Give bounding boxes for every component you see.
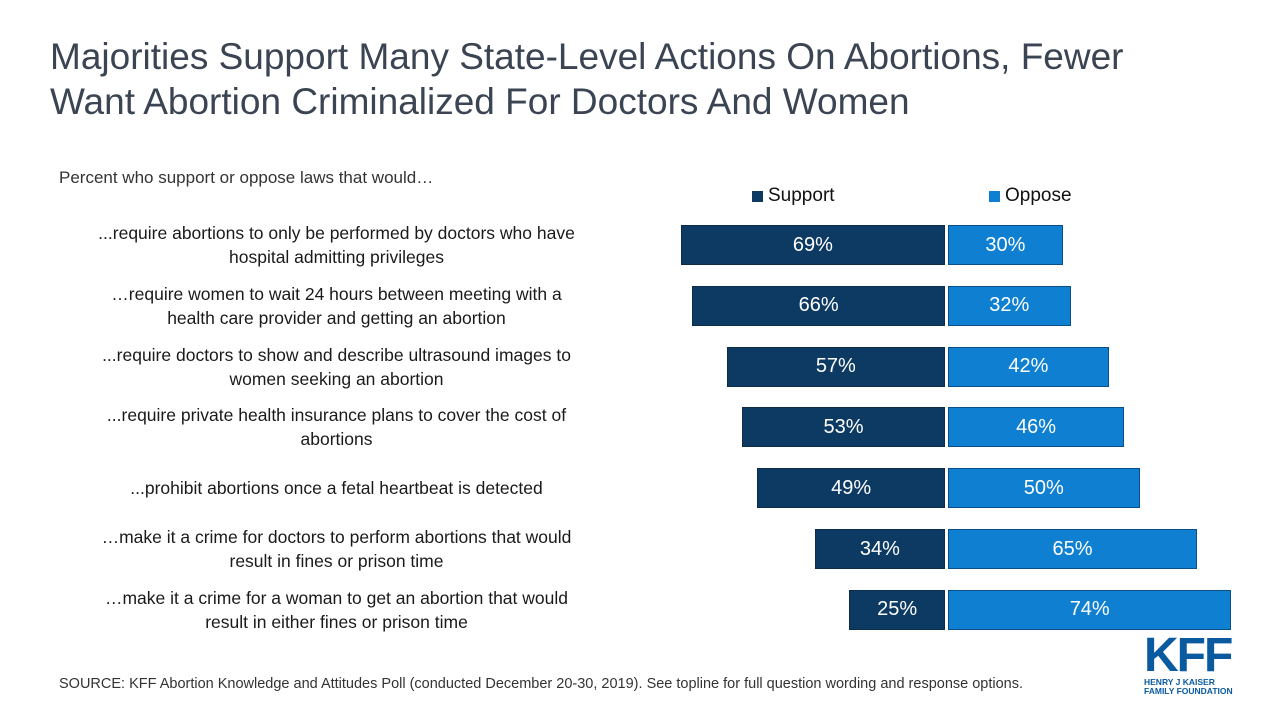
oppose-value-label: 50%: [1023, 476, 1064, 499]
category-label-line-2: result in fines or prison time: [229, 551, 444, 571]
logo-letters: KFF: [1144, 629, 1233, 682]
kff-logo: KFF HENRY J KAISER FAMILY FOUNDATION: [1144, 629, 1240, 698]
oppose-value-label: 74%: [1069, 598, 1110, 621]
category-label-line-1: …require women to wait 24 hours between …: [111, 283, 562, 304]
oppose-bar: 46%: [948, 407, 1125, 448]
title-line-2: Want Abortion Criminalized For Doctors A…: [50, 81, 910, 122]
oppose-bar: 32%: [948, 285, 1071, 326]
category-label: ...require private health insurance plan…: [40, 403, 633, 451]
title-line-1: Majorities Support Many State-Level Acti…: [50, 36, 1124, 77]
legend-oppose-label: Oppose: [1005, 185, 1072, 206]
category-label-line-2: result in either fines or prison time: [205, 611, 468, 632]
legend-support-label: Support: [768, 185, 835, 206]
logo-line-1: HENRY J KAISER: [1144, 677, 1215, 687]
support-bar: 49%: [757, 468, 945, 509]
logo-line-2: FAMILY FOUNDATION: [1144, 686, 1233, 696]
legend-support: Support: [752, 185, 835, 207]
category-label: …make it a crime for doctors to perform …: [40, 525, 633, 573]
legend-oppose: Oppose: [989, 185, 1072, 207]
category-label-line-2: health care provider and getting an abor…: [167, 307, 506, 328]
oppose-value-label: 32%: [989, 294, 1030, 317]
source-note: SOURCE: KFF Abortion Knowledge and Attit…: [59, 676, 1024, 692]
category-label-line-2: abortions: [300, 429, 373, 450]
category-label: …require women to wait 24 hours between …: [40, 282, 633, 330]
oppose-bar: 30%: [948, 225, 1063, 265]
category-label-line-2: hospital admitting privileges: [229, 247, 444, 267]
support-value-label: 53%: [823, 415, 864, 438]
category-label: ...require doctors to show and describe …: [40, 343, 633, 391]
page-title: Majorities Support Many State-Level Acti…: [50, 34, 1250, 124]
support-bar: 25%: [849, 589, 945, 630]
chart-subtitle: Percent who support or oppose laws that …: [59, 168, 434, 187]
support-value-label: 66%: [798, 294, 839, 317]
category-label-line-1: ...require doctors to show and describe …: [102, 344, 571, 365]
category-label-line-1: ...require private health insurance plan…: [106, 405, 567, 426]
category-label-line-1: ...prohibit abortions once a fetal heart…: [130, 478, 543, 499]
category-label-line-1: …make it a crime for a woman to get an a…: [104, 587, 568, 608]
support-value-label: 57%: [815, 355, 856, 378]
category-label: ...prohibit abortions once a fetal heart…: [40, 476, 633, 500]
support-bar: 66%: [692, 285, 945, 326]
oppose-bar: 42%: [948, 346, 1109, 387]
support-bar: 34%: [814, 529, 945, 569]
support-value-label: 49%: [831, 476, 872, 499]
legend-oppose-swatch: [989, 190, 1000, 202]
support-bar: 53%: [742, 407, 945, 448]
oppose-bar: 50%: [948, 468, 1140, 509]
support-bar: 57%: [726, 346, 945, 387]
support-value-label: 25%: [877, 598, 918, 621]
oppose-value-label: 65%: [1052, 537, 1093, 560]
category-label: …make it a crime for a woman to get an a…: [40, 586, 633, 634]
support-value-label: 69%: [792, 233, 833, 256]
category-label-line-2: women seeking an abortion: [229, 368, 444, 389]
category-label-line-1: …make it a crime for doctors to perform …: [101, 527, 572, 547]
support-bar: 69%: [680, 225, 945, 265]
category-label-line-1: ...require abortions to only be performe…: [98, 223, 575, 243]
oppose-bar: 65%: [948, 529, 1197, 569]
oppose-value-label: 42%: [1008, 355, 1049, 378]
oppose-value-label: 30%: [985, 233, 1026, 256]
support-value-label: 34%: [859, 537, 900, 560]
category-label: ...require abortions to only be performe…: [40, 221, 633, 269]
legend-support-swatch: [752, 190, 763, 202]
oppose-value-label: 46%: [1016, 415, 1057, 438]
oppose-bar: 74%: [948, 589, 1232, 630]
